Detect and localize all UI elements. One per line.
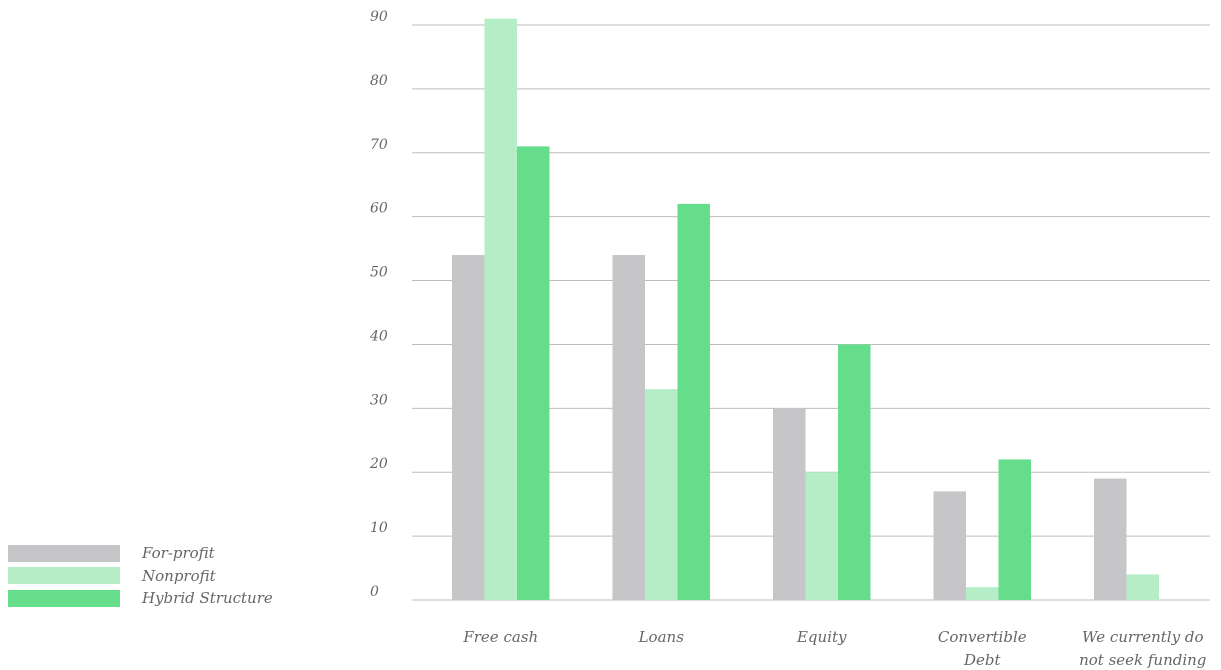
x-category-label: Loans xyxy=(638,628,685,646)
x-axis-category-labels: Free cash Loans Equity Convertible Debt We cu… xyxy=(462,628,1206,669)
bar-for-profit-3 xyxy=(933,491,966,600)
bar-for-profit-4 xyxy=(1094,478,1127,600)
bars xyxy=(452,18,1159,601)
legend-swatch-for-profit xyxy=(8,544,120,562)
bar-nonprofit-3 xyxy=(966,587,999,600)
legend-item-for-profit: For-profit xyxy=(8,542,273,565)
legend: For-profit Nonprofit Hybrid Structure xyxy=(8,542,273,610)
y-tick-label: 30 xyxy=(370,392,388,408)
y-tick-label: 60 xyxy=(370,201,388,217)
bar-nonprofit-1 xyxy=(645,389,678,600)
bar-hybrid-structure-2 xyxy=(838,344,871,600)
x-category-label: We currently do xyxy=(1082,628,1203,646)
legend-label-nonprofit: Nonprofit xyxy=(142,566,216,585)
y-tick-label: 50 xyxy=(370,265,388,281)
legend-swatch-hybrid-structure xyxy=(8,589,120,607)
y-axis-tick-labels: 0 10 20 30 40 50 60 70 80 90 xyxy=(369,9,388,600)
x-category-label: Convertible xyxy=(938,628,1027,646)
legend-label-hybrid-structure: Hybrid Structure xyxy=(142,589,273,608)
y-tick-label: 40 xyxy=(369,328,388,344)
bar-hybrid-structure-0 xyxy=(517,146,550,600)
y-tick-label: 10 xyxy=(370,520,388,536)
bar-nonprofit-2 xyxy=(805,472,838,600)
bar-hybrid-structure-3 xyxy=(998,459,1031,600)
y-tick-label: 90 xyxy=(370,9,388,25)
x-category-label: not seek funding xyxy=(1079,651,1206,669)
y-tick-label: 80 xyxy=(370,73,388,89)
y-tick-label: 0 xyxy=(370,584,379,600)
legend-swatch-nonprofit xyxy=(8,567,120,585)
bar-for-profit-0 xyxy=(452,255,485,600)
bar-for-profit-2 xyxy=(773,408,806,600)
bar-nonprofit-4 xyxy=(1126,574,1159,600)
legend-item-hybrid-structure: Hybrid Structure xyxy=(8,587,273,610)
legend-item-nonprofit: Nonprofit xyxy=(8,565,273,588)
x-category-label: Free cash xyxy=(462,628,538,646)
bar-nonprofit-0 xyxy=(484,18,517,601)
y-tick-label: 70 xyxy=(370,137,388,153)
legend-label-for-profit: For-profit xyxy=(142,544,215,563)
x-category-label: Debt xyxy=(963,651,1002,669)
bar-for-profit-1 xyxy=(612,255,645,600)
y-tick-label: 20 xyxy=(369,456,388,472)
bar-hybrid-structure-1 xyxy=(677,203,710,600)
x-category-label: Equity xyxy=(796,628,847,646)
